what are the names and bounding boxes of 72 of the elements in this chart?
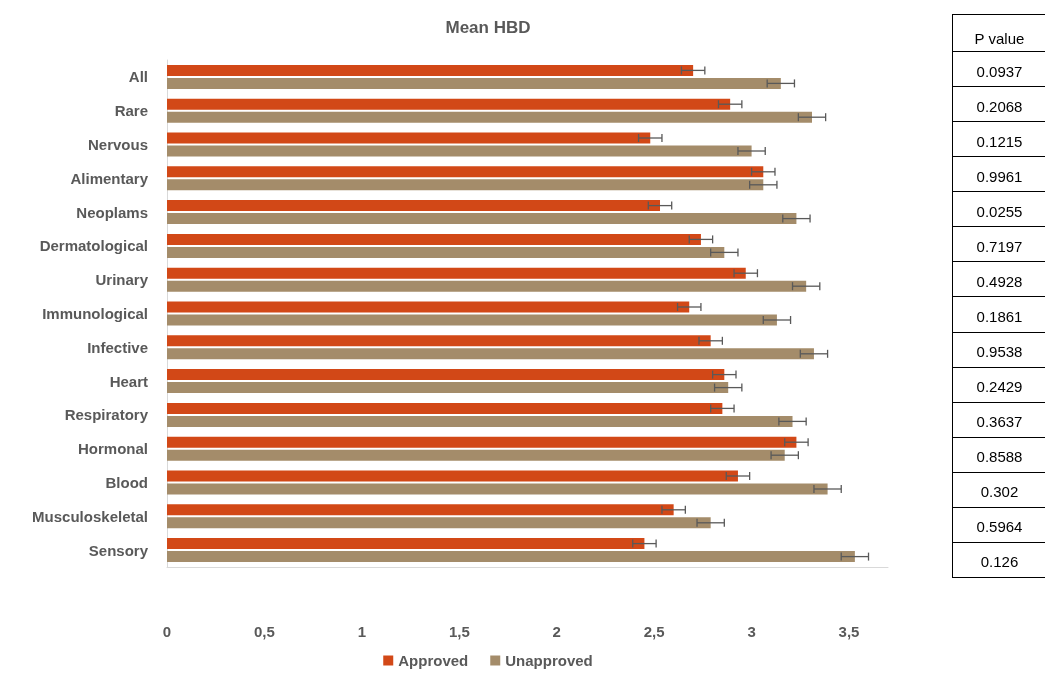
x-tick-label: 0,5 [254,623,275,640]
chart-title: Mean HBD [445,18,531,37]
y-tick-label: Dermatological [39,237,148,255]
y-tick-label: Respiratory [64,406,149,424]
text: 0.0937 [953,52,1045,88]
bar [167,179,764,191]
text: 0.4928 [953,262,1045,298]
text: 0.8588 [953,437,1045,473]
bar [167,382,729,394]
bar [167,267,746,279]
text: 0.5964 [953,507,1045,543]
bar [167,415,793,427]
bar [167,551,855,563]
bar [167,233,701,245]
legend-label: Unapproved [505,652,593,669]
bar [167,449,785,461]
y-tick-label: Nervous [87,136,148,153]
text: 0.1861 [953,297,1045,333]
y-tick-label: Hormonal [77,440,148,458]
bar [167,436,797,448]
y-tick-label: Infective [87,338,148,356]
bar [167,369,725,381]
text: 0.126 [953,542,1045,578]
y-tick-label: All [128,68,148,86]
x-tick-label: 0 [162,623,172,640]
x-tick-label: 1,5 [448,623,470,640]
bar [167,246,725,258]
text: 0.3637 [953,402,1045,438]
bar [167,200,661,212]
bar [167,402,723,414]
legend-label: Approved [398,652,469,669]
bar [167,314,777,326]
bar [167,213,797,225]
y-tick-label: Sensory [88,541,149,559]
bar [167,504,674,516]
text: 0.7197 [953,227,1045,263]
bar [167,111,812,123]
bar [167,470,738,482]
bar [167,538,645,550]
x-tick-label: 3,5 [838,623,860,640]
bar [167,348,814,360]
y-tick-label: Immunological [42,305,148,322]
bar [167,64,694,76]
y-tick-label: Urinary [95,271,149,289]
text: P value [953,15,1045,52]
text: 0.302 [953,472,1045,508]
bar [167,335,711,347]
bar [167,280,807,292]
y-tick-label: Musculoskeletal [32,507,148,525]
x-tick-label: 2 [552,623,561,640]
text: 0.2429 [953,367,1045,403]
text: 0.9538 [953,332,1045,368]
text: 0.0255 [953,192,1045,228]
text: 0.2068 [953,87,1045,123]
x-tick-label: 3 [747,623,756,640]
y-tick-label: Heart [109,372,148,390]
y-tick-label: Blood [105,474,148,491]
bar [167,483,828,495]
bar [167,98,731,110]
x-tick-label: 1 [357,623,367,640]
bar [167,145,752,157]
bar [167,517,711,529]
bar [167,132,651,144]
x-tick-label: 2,5 [643,623,665,640]
y-tick-label: Rare [114,102,148,120]
text: 0.9961 [953,157,1045,193]
bar [167,166,764,178]
y-tick-label: Alimentary [70,169,149,187]
y-tick-label: Neoplams [76,203,148,221]
text: 0.1215 [953,122,1045,158]
bar [167,77,781,89]
bar [167,301,690,313]
